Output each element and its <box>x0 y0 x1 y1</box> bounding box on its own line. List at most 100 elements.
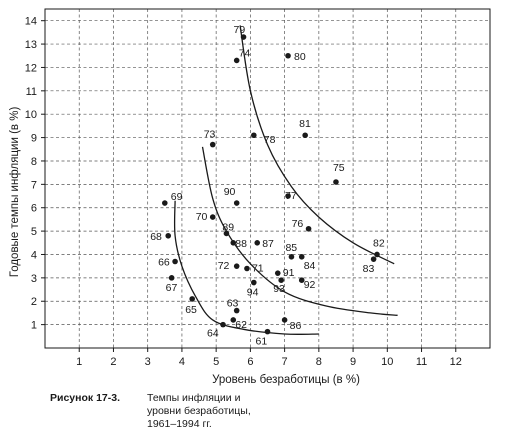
point-label-68: 68 <box>150 231 162 243</box>
x-tick-label: 9 <box>350 356 356 368</box>
plot-frame <box>44 8 491 349</box>
point-label-63: 63 <box>227 298 239 310</box>
point-label-79: 79 <box>234 24 246 36</box>
y-tick-label: 6 <box>31 203 37 215</box>
y-tick-label: 13 <box>25 39 37 51</box>
point-label-66: 66 <box>158 256 170 268</box>
data-point-85 <box>288 254 295 260</box>
data-point-75 <box>333 179 339 185</box>
y-tick-label: 5 <box>31 226 37 238</box>
data-point-61 <box>264 328 271 335</box>
y-tick-label: 7 <box>31 179 37 191</box>
y-axis-title: Годовые темпы инфляции (в %) <box>9 107 21 278</box>
point-label-85: 85 <box>285 242 297 254</box>
data-point-62 <box>230 317 237 323</box>
caption-label: Рисунок 17-3. <box>50 392 120 404</box>
x-tick-label: 1 <box>76 356 82 368</box>
x-tick-label: 10 <box>381 356 393 368</box>
caption-line-2: уровни безработицы, <box>147 405 251 417</box>
x-tick-label: 2 <box>110 356 116 368</box>
data-point-82 <box>374 251 380 258</box>
point-label-72: 72 <box>218 260 230 272</box>
point-label-61: 61 <box>256 336 268 348</box>
data-point-92 <box>298 277 305 284</box>
y-tick-label: 11 <box>26 86 37 98</box>
point-label-92: 92 <box>304 279 316 291</box>
data-point-77 <box>285 193 291 199</box>
trend-curve <box>173 200 319 336</box>
point-label-74: 74 <box>239 47 251 59</box>
point-label-62: 62 <box>235 319 247 331</box>
x-tick-label: 3 <box>145 356 151 368</box>
y-tick-label: 1 <box>31 320 37 332</box>
data-points: 61 62 63 64 65 66 67 68 69 70 71 72 73 74 75 76 77 78 79 80… <box>150 24 385 348</box>
point-label-69: 69 <box>171 191 183 203</box>
data-point-72 <box>233 263 240 269</box>
x-tick-label: 11 <box>416 356 427 368</box>
trend-curve <box>239 25 395 265</box>
x-tick-label: 5 <box>213 356 219 368</box>
x-tick-label: 4 <box>179 356 185 368</box>
y-tick-label: 14 <box>25 16 37 28</box>
point-label-88: 88 <box>235 238 247 250</box>
data-point-93 <box>278 277 284 284</box>
data-point-84 <box>298 254 305 260</box>
x-tick-label: 8 <box>316 356 322 368</box>
data-point-87 <box>254 239 261 246</box>
data-point-74 <box>233 57 240 64</box>
caption-line-3: 1961–1994 гг. <box>147 418 212 430</box>
point-label-93: 93 <box>273 283 285 295</box>
point-label-64: 64 <box>207 328 219 340</box>
y-tick-label: 3 <box>31 273 37 285</box>
point-label-73: 73 <box>204 129 216 141</box>
data-point-66 <box>172 258 178 265</box>
x-tick-label: 6 <box>247 356 253 368</box>
point-label-78: 78 <box>264 134 276 146</box>
y-tick-label: 10 <box>25 109 37 121</box>
x-axis-title: Уровень безработицы (в %) <box>212 374 360 386</box>
data-point-67 <box>168 275 175 281</box>
trend-curves <box>173 25 398 336</box>
point-label-91: 91 <box>283 267 295 279</box>
y-tick-label: 9 <box>31 133 37 145</box>
data-point-81 <box>302 132 308 139</box>
data-point-76 <box>305 225 312 232</box>
point-label-83: 83 <box>363 263 375 275</box>
caption-line-1: Темпы инфляции и <box>147 392 241 404</box>
data-point-71 <box>244 265 250 272</box>
data-point-63 <box>233 307 240 314</box>
data-point-78 <box>251 132 257 139</box>
point-label-86: 86 <box>290 320 302 332</box>
data-point-83 <box>370 256 377 262</box>
point-label-70: 70 <box>196 211 208 223</box>
point-label-75: 75 <box>333 162 345 174</box>
data-point-79 <box>240 34 247 40</box>
point-label-76: 76 <box>292 218 304 230</box>
x-tick-label: 7 <box>282 356 288 368</box>
data-point-89 <box>223 230 230 237</box>
data-point-69 <box>162 200 168 206</box>
point-label-82: 82 <box>373 237 385 249</box>
data-point-73 <box>209 141 216 148</box>
x-tick-label: 12 <box>450 356 462 368</box>
y-tick-label: 12 <box>25 62 37 74</box>
point-label-77: 77 <box>285 190 297 202</box>
point-label-81: 81 <box>299 118 311 130</box>
data-point-86 <box>281 317 288 323</box>
point-label-94: 94 <box>247 287 259 299</box>
data-point-90 <box>233 200 240 206</box>
point-label-87: 87 <box>262 238 274 250</box>
point-label-67: 67 <box>166 282 178 294</box>
y-tick-label: 8 <box>31 156 37 168</box>
grid <box>45 9 490 348</box>
data-point-88 <box>230 239 237 246</box>
data-point-64 <box>220 321 226 328</box>
point-label-90: 90 <box>224 186 236 198</box>
point-label-80: 80 <box>294 51 306 63</box>
caption-text: Темпы инфляции и уровни безработицы, 196… <box>147 392 251 431</box>
data-point-70 <box>209 214 216 220</box>
point-label-65: 65 <box>185 304 197 316</box>
data-point-68 <box>165 232 172 239</box>
